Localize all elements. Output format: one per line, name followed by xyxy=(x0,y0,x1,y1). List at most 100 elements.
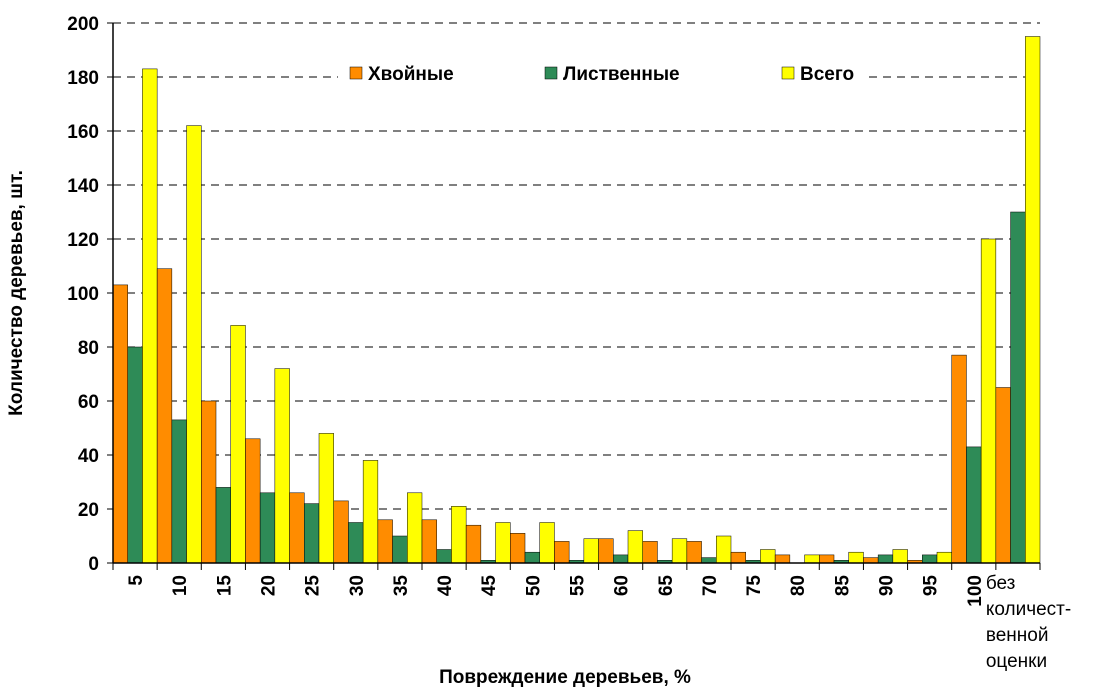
bar xyxy=(1025,36,1041,564)
bar xyxy=(671,538,688,564)
x-tick-label: 50 xyxy=(523,575,544,596)
legend-swatch xyxy=(544,66,558,80)
bar xyxy=(259,492,276,564)
bar xyxy=(892,549,908,564)
bar xyxy=(333,500,349,564)
x-tick-label: 15 xyxy=(214,575,235,597)
y-tick-label: 40 xyxy=(78,446,99,467)
y-axis-title: Количество деревьев, шт. xyxy=(6,170,27,416)
legend-swatch xyxy=(349,66,363,80)
y-tick-label: 60 xyxy=(78,392,99,413)
y-tick-label: 20 xyxy=(78,500,99,521)
x-tick-label: 85 xyxy=(832,575,853,597)
x-tick-label: 95 xyxy=(921,575,942,597)
bar xyxy=(215,487,231,564)
bar xyxy=(156,268,173,564)
bar xyxy=(186,125,202,564)
legend-label: Лиственные xyxy=(563,64,680,85)
legend-box xyxy=(338,61,868,87)
bar xyxy=(716,535,732,564)
bar xyxy=(995,387,1011,564)
bar xyxy=(171,419,187,564)
x-tick-label: 35 xyxy=(391,575,412,597)
bar xyxy=(966,446,982,564)
bar xyxy=(980,238,997,564)
bar xyxy=(760,549,776,564)
bar xyxy=(112,284,128,564)
bar xyxy=(377,519,393,564)
y-tick-label: 200 xyxy=(67,14,99,35)
bar xyxy=(421,519,437,564)
y-tick-label: 100 xyxy=(67,284,99,305)
bar xyxy=(407,492,423,564)
bar xyxy=(142,68,158,564)
bar xyxy=(936,551,952,564)
y-tick-label: 140 xyxy=(67,176,99,197)
y-tick-label: 160 xyxy=(67,122,99,143)
bar xyxy=(583,538,599,564)
bar xyxy=(245,438,261,564)
x-tick-label: 65 xyxy=(656,575,677,597)
bar xyxy=(598,538,614,564)
bar xyxy=(554,541,570,564)
bar xyxy=(436,549,452,564)
x-tick-label: 75 xyxy=(744,575,765,597)
bar xyxy=(686,541,702,564)
x-tick-label: 5 xyxy=(126,575,147,586)
bar xyxy=(642,541,658,564)
bar xyxy=(201,400,217,564)
bar xyxy=(304,503,320,564)
bar xyxy=(804,554,820,564)
y-tick-label: 180 xyxy=(67,68,99,89)
y-tick-label: 80 xyxy=(78,338,99,359)
bar xyxy=(848,551,864,564)
bar xyxy=(318,433,334,564)
x-tick-label: 60 xyxy=(612,575,633,596)
bar xyxy=(392,535,408,564)
bar xyxy=(524,551,540,564)
bar xyxy=(465,524,482,564)
bar xyxy=(274,368,290,564)
legend-label: Всего xyxy=(800,64,854,85)
bar xyxy=(863,557,879,564)
x-tick-label: 90 xyxy=(877,575,898,596)
legend-swatch xyxy=(781,66,795,80)
bar xyxy=(774,554,791,564)
x-tick-label: 80 xyxy=(788,575,809,596)
x-tick-label: 10 xyxy=(170,575,191,596)
x-tick-label: 20 xyxy=(259,575,280,596)
bar xyxy=(877,554,894,564)
x-tick-label: 25 xyxy=(303,575,324,597)
bar xyxy=(730,551,746,564)
x-tick-label: 100 xyxy=(965,575,986,607)
x-tick-label: 45 xyxy=(479,575,500,597)
bar xyxy=(701,557,717,564)
bar xyxy=(348,522,364,564)
x-tick-label: без количест- венной оценки xyxy=(985,573,1072,672)
bar xyxy=(127,346,143,564)
bar xyxy=(362,460,379,564)
bar xyxy=(289,492,305,564)
bar xyxy=(451,506,467,564)
bar xyxy=(819,554,835,564)
bar xyxy=(510,533,526,564)
bar xyxy=(1010,211,1026,564)
bar xyxy=(627,530,643,564)
bar xyxy=(495,522,511,564)
x-tick-label: 30 xyxy=(347,575,368,596)
y-tick-label: 120 xyxy=(67,230,99,251)
bar xyxy=(613,554,629,564)
legend-label: Хвойные xyxy=(368,64,454,85)
y-tick-label: 0 xyxy=(88,554,99,575)
x-tick-label: 55 xyxy=(568,575,589,597)
x-axis-title: Повреждение деревьев, % xyxy=(439,667,691,688)
x-tick-label: 70 xyxy=(700,575,721,596)
bar xyxy=(922,554,938,564)
x-tick-label: 40 xyxy=(435,575,456,596)
legend: Хвойные Лиственные Всего xyxy=(338,61,868,87)
bar xyxy=(539,522,555,564)
bar xyxy=(230,325,246,564)
bar xyxy=(951,354,967,564)
